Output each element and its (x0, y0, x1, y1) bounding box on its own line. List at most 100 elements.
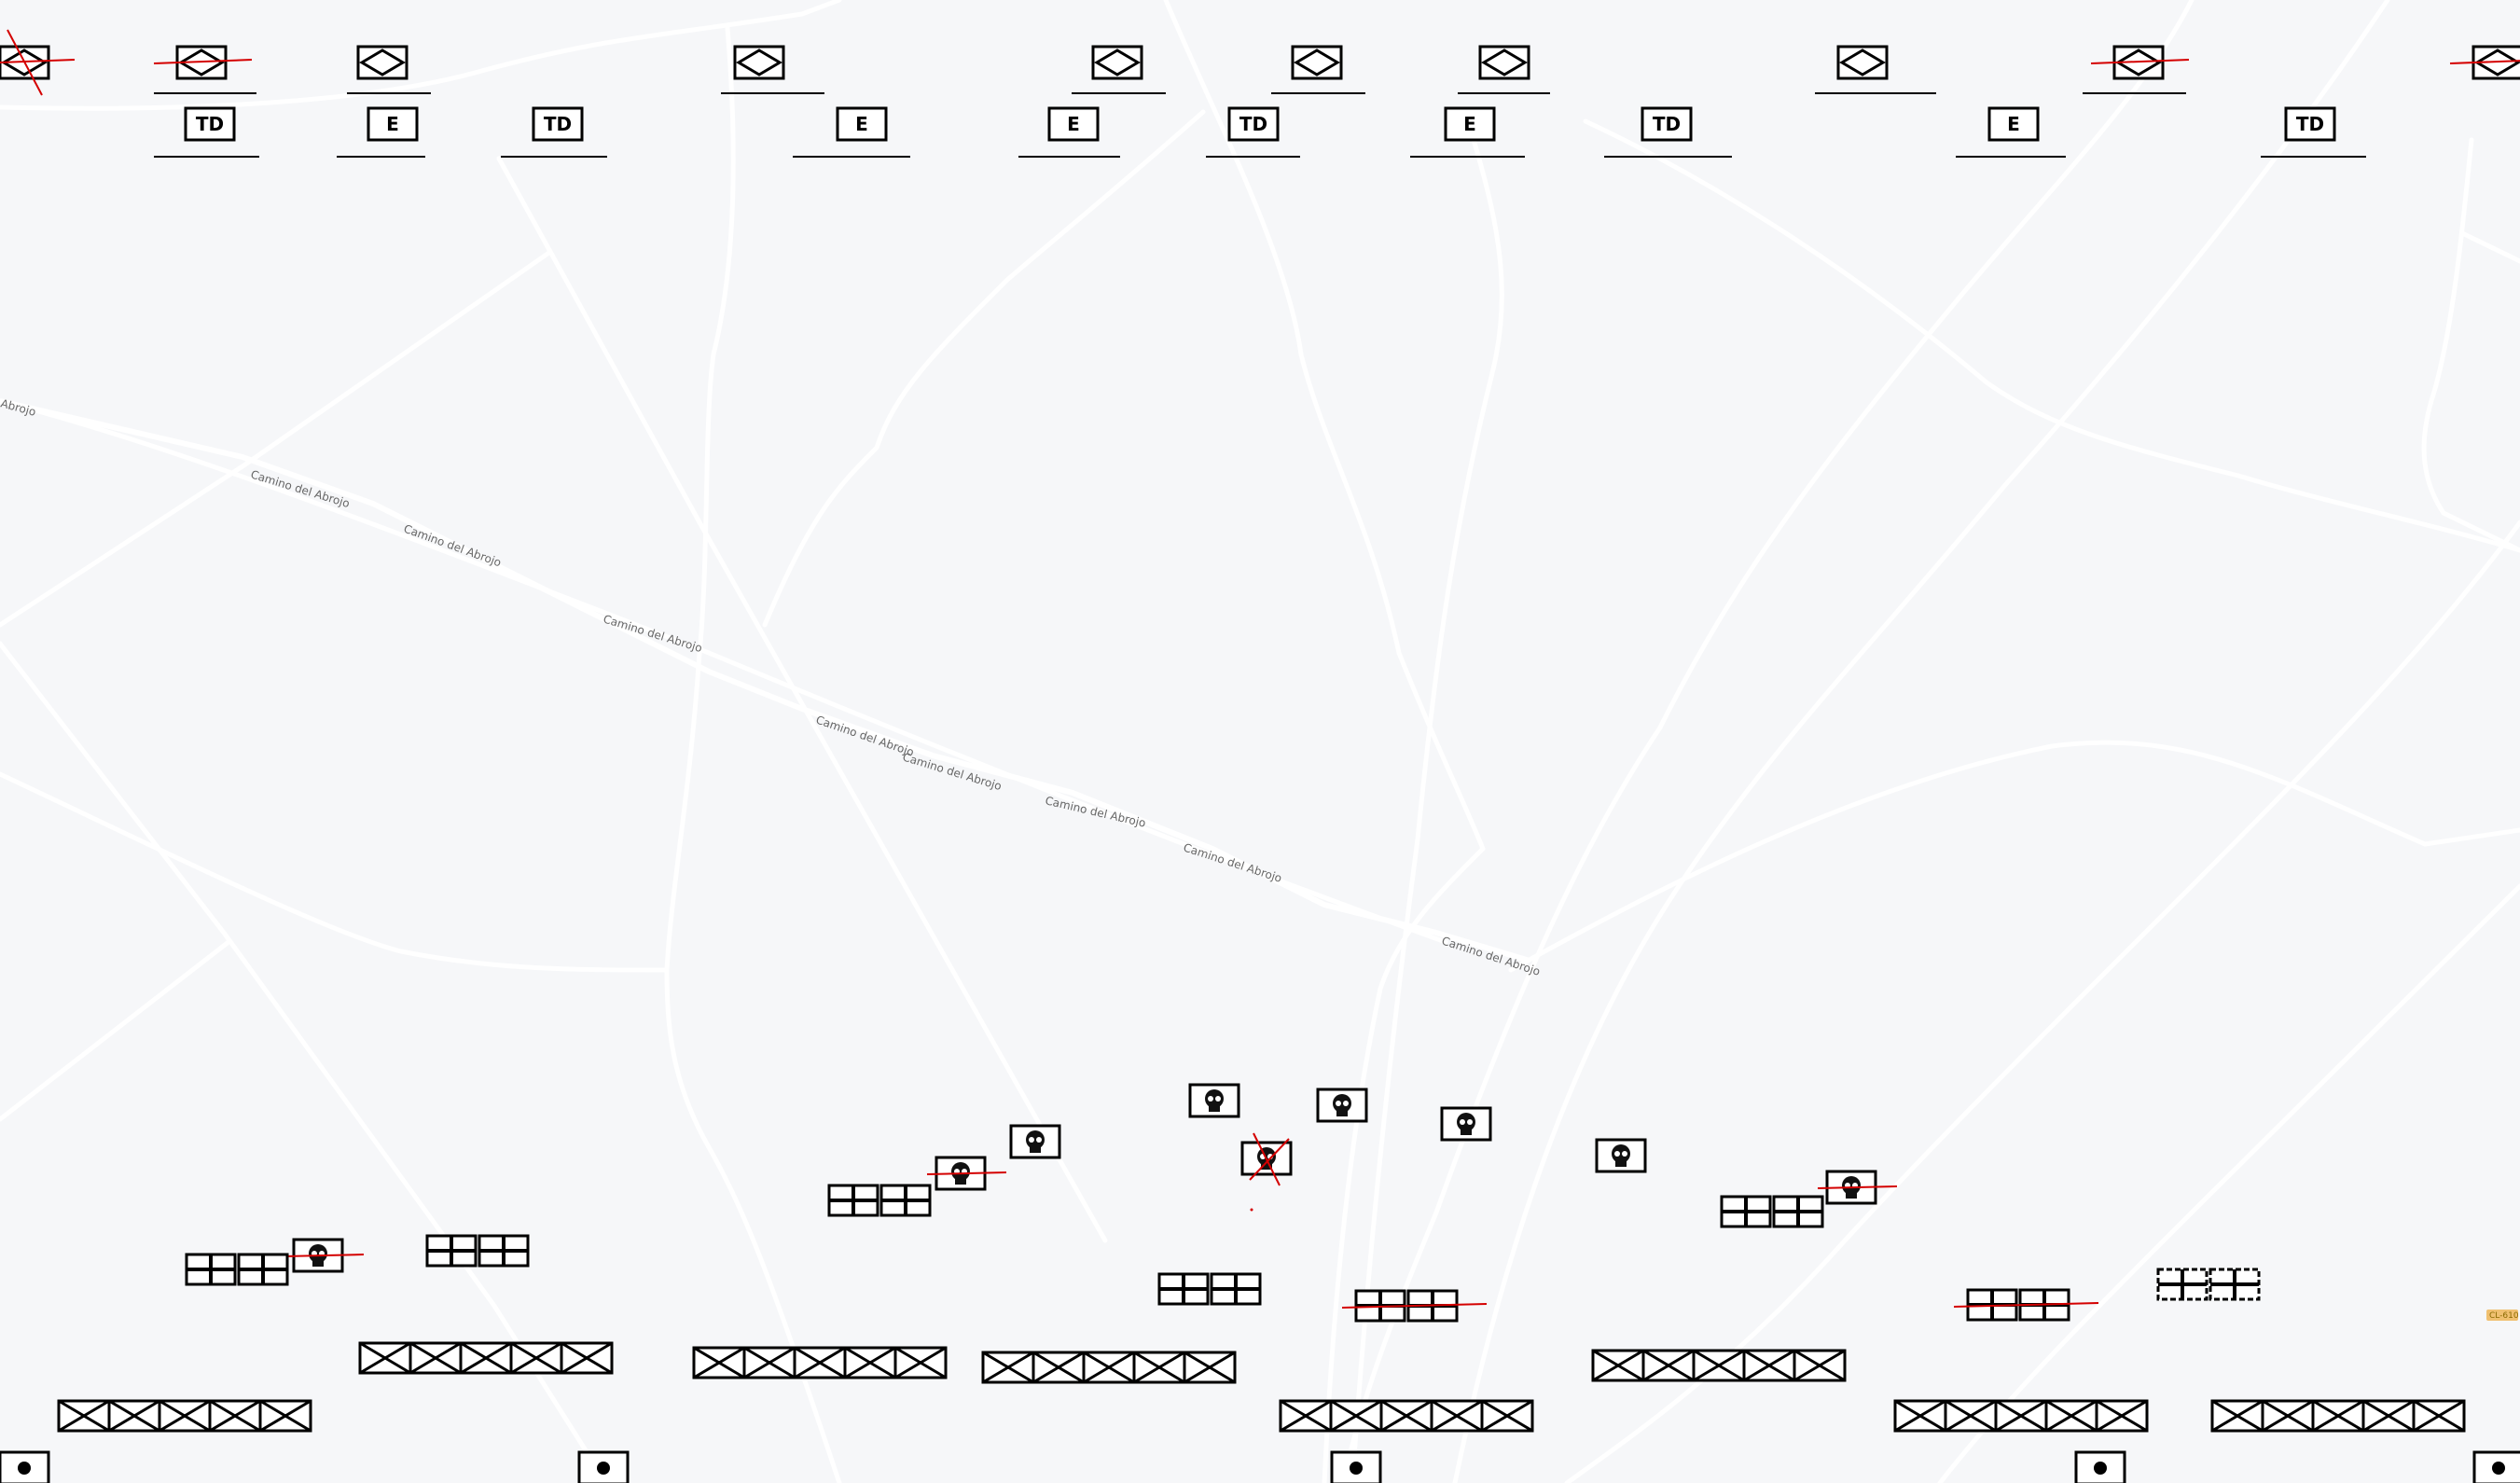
unit-type-label: E (2007, 113, 2020, 135)
medical-unit-pair[interactable] (425, 1234, 530, 1268)
infantry-unit-strip[interactable] (1591, 1349, 1847, 1382)
infantry-unit-strip[interactable] (57, 1399, 312, 1433)
artillery-icon (1350, 1462, 1363, 1475)
recon-unit[interactable] (1271, 45, 1365, 94)
destroyed-mark (1253, 1132, 1281, 1186)
infantry-unit-strip[interactable] (1279, 1399, 1534, 1433)
skull-unit[interactable] (926, 1156, 1007, 1191)
road (2421, 137, 2520, 553)
skull-unit[interactable] (284, 1238, 365, 1273)
labeled-unit[interactable]: TD (2261, 106, 2366, 158)
skull-unit[interactable] (1009, 1124, 1061, 1159)
camino-del-abrojo-road (0, 398, 1530, 963)
unit-type-label: TD (544, 113, 572, 135)
artillery-unit[interactable] (577, 1450, 630, 1483)
skull-unit[interactable] (1595, 1138, 1647, 1173)
infantry-unit-strip[interactable] (358, 1341, 614, 1375)
recon-icon (2115, 49, 2162, 76)
skull-unit[interactable] (1316, 1088, 1368, 1123)
road (0, 939, 231, 1122)
skull-unit[interactable] (1240, 1132, 1293, 1186)
destroyed-mark (1341, 1303, 1488, 1309)
recon-icon (1, 49, 48, 76)
unit-type-label: E (1463, 113, 1476, 135)
medical-unit-pair[interactable] (827, 1184, 932, 1217)
infantry-unit-strip[interactable] (981, 1351, 1237, 1384)
skull-unit[interactable] (1188, 1083, 1240, 1118)
destroyed-mark (1249, 1138, 1290, 1181)
destroyed-mark (926, 1171, 1007, 1175)
road (2459, 230, 2520, 264)
skull-icon (1205, 1089, 1224, 1112)
corner-road-sign: CL-610 (2486, 1310, 2519, 1321)
labeled-unit[interactable]: TD (154, 106, 259, 158)
destroyed-mark (153, 59, 253, 64)
road (1322, 846, 1486, 1483)
artillery-icon (18, 1462, 31, 1475)
recon-icon (1094, 49, 1141, 76)
road (1937, 883, 2520, 1483)
destroyed-mark (284, 1254, 365, 1257)
recon-icon (359, 49, 406, 76)
destroyed-mark (2090, 59, 2190, 64)
medical-unit-pair[interactable] (1953, 1288, 2099, 1322)
road (1583, 118, 2520, 553)
road (0, 398, 1448, 945)
labeled-unit[interactable]: E (337, 106, 425, 158)
unit-type-label: E (386, 113, 399, 135)
medical-unit-pair[interactable] (185, 1253, 289, 1286)
destroyed-mark (7, 29, 43, 96)
destroyed-mark-dot (1250, 1208, 1253, 1212)
units-layer: TD E TD E E TD E TD E TD (0, 29, 2520, 1483)
recon-unit[interactable] (2083, 45, 2190, 94)
artillery-unit[interactable] (0, 1450, 50, 1483)
recon-unit[interactable] (2449, 45, 2520, 80)
unit-type-label: TD (196, 113, 224, 135)
road (0, 11, 805, 111)
road (799, 0, 842, 17)
medical-unit-pair[interactable] (1341, 1289, 1488, 1323)
recon-icon (1839, 49, 1886, 76)
artillery-unit[interactable] (2472, 1450, 2520, 1483)
labeled-unit[interactable]: TD (1206, 106, 1300, 158)
recon-unit[interactable] (347, 45, 431, 94)
destroyed-mark (0, 59, 76, 64)
infantry-unit-strip[interactable] (2210, 1399, 2466, 1433)
labeled-unit[interactable]: E (1410, 106, 1525, 158)
recon-unit[interactable] (1458, 45, 1550, 94)
road (1163, 0, 1486, 852)
medical-unit-pair[interactable] (1720, 1195, 1824, 1228)
labeled-unit[interactable]: TD (1604, 106, 1732, 158)
road (1452, 0, 2390, 1483)
labeled-unit[interactable]: TD (501, 106, 607, 158)
unit-type-label: TD (1653, 113, 1681, 135)
skull-icon (1612, 1144, 1630, 1167)
corner-road-sign-text: CL-610 (2489, 1311, 2519, 1321)
medical-unit-pair[interactable] (2156, 1268, 2261, 1301)
labeled-unit[interactable]: E (1018, 106, 1120, 158)
artillery-unit[interactable] (2074, 1450, 2126, 1483)
recon-unit[interactable] (1815, 45, 1936, 94)
labeled-unit[interactable]: E (793, 106, 910, 158)
unit-type-label: TD (1239, 113, 1267, 135)
artillery-unit[interactable] (1330, 1450, 1382, 1483)
recon-unit[interactable] (721, 45, 824, 94)
labeled-unit[interactable]: E (1956, 106, 2066, 158)
infantry-unit-strip[interactable] (1893, 1399, 2149, 1433)
medical-unit-pair[interactable] (1157, 1272, 1262, 1306)
skull-unit[interactable] (1817, 1170, 1898, 1205)
road (664, 25, 842, 1483)
road (762, 109, 1206, 628)
artillery-icon (2094, 1462, 2107, 1475)
skull-icon (1457, 1113, 1475, 1135)
recon-unit[interactable] (153, 45, 256, 94)
recon-icon (736, 49, 782, 76)
infantry-unit-strip[interactable] (692, 1346, 948, 1379)
recon-unit[interactable] (1072, 45, 1166, 94)
destroyed-mark (1953, 1302, 2099, 1308)
unit-type-label: E (855, 113, 868, 135)
skull-unit[interactable] (1440, 1106, 1492, 1142)
unit-type-label: TD (2296, 113, 2324, 135)
